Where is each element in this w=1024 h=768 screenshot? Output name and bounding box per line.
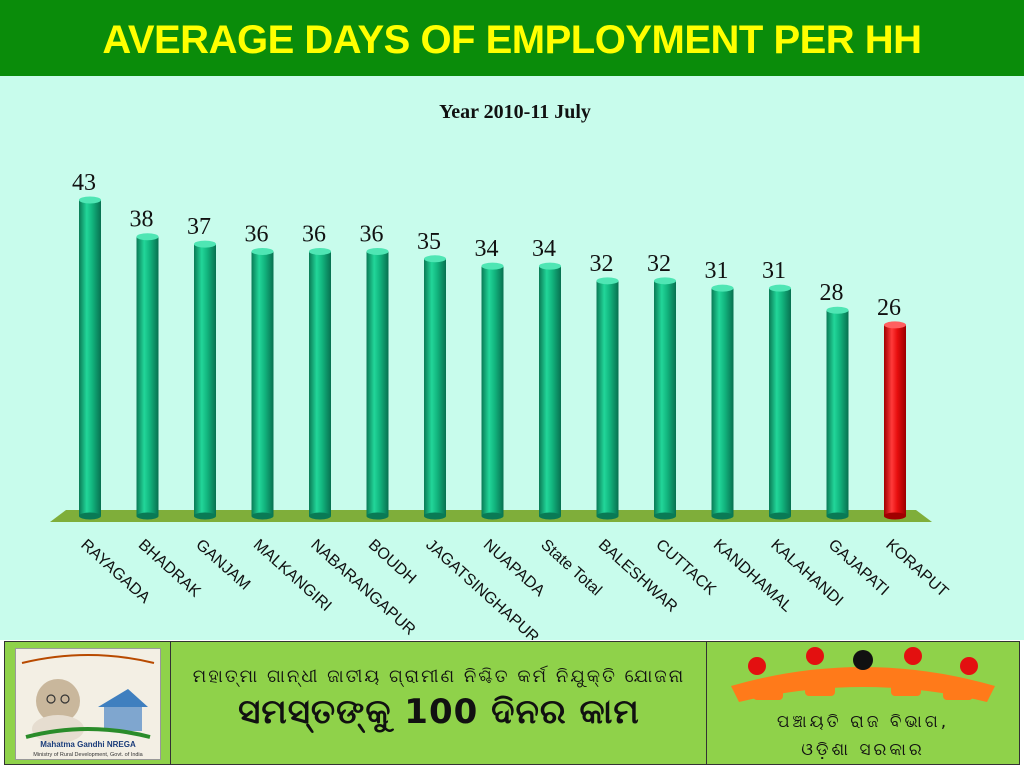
bar-base: [481, 512, 504, 520]
government-name: ଓଡ଼ିଶା ସରକାର: [801, 740, 925, 760]
bar-cap: [309, 247, 331, 255]
bar-nabarangapur: [309, 247, 331, 520]
bar-kalahandi: [769, 284, 791, 520]
bar-koraput: [884, 321, 906, 520]
bar-cap: [769, 284, 791, 292]
bar-cap: [884, 321, 906, 329]
data-label: 35: [417, 229, 441, 255]
bar-cap: [481, 262, 504, 270]
bar-cap: [251, 247, 274, 255]
footer-logo-panel: Mahatma Gandhi NREGA Ministry of Rural D…: [5, 642, 171, 764]
bar-base: [826, 512, 849, 520]
bar-cap: [539, 262, 561, 270]
bar-base: [309, 512, 331, 520]
bar-base: [769, 512, 791, 520]
data-label: 43: [72, 170, 96, 196]
bar-cap: [79, 196, 101, 204]
bar-base: [884, 512, 906, 520]
bar-body: [194, 244, 216, 516]
bar-body: [711, 288, 734, 516]
bar-cap: [826, 306, 849, 314]
data-label: 28: [820, 280, 844, 306]
title-bar: [0, 0, 1024, 76]
scheme-headline: ସମସ୍ତଙ୍କୁ 100 ଦିନର କାମ: [238, 692, 640, 732]
bar-body: [596, 280, 619, 516]
bar-body: [251, 251, 274, 516]
x-tick-label: NABARANGAPUR: [307, 536, 418, 638]
bar-body: [366, 251, 389, 516]
bar-body: [826, 310, 849, 516]
bar-ganjam: [194, 240, 216, 520]
bar-base: [539, 512, 561, 520]
bar-state-total: [539, 262, 561, 520]
page-title: AVERAGE DAYS OF EMPLOYMENT PER HH: [102, 18, 922, 62]
bar-cuttack: [654, 277, 676, 520]
bar-nuapada: [481, 262, 504, 520]
bar-body: [136, 236, 159, 516]
bar-body: [481, 266, 504, 516]
data-label: 38: [130, 207, 154, 233]
svg-text:Mahatma Gandhi NREGA: Mahatma Gandhi NREGA: [40, 740, 136, 749]
department-name: ପଞ୍ଚାୟତି ରାଜ ବିଭାଗ,: [776, 712, 950, 732]
bar-cap: [366, 247, 389, 255]
footer-banner: Mahatma Gandhi NREGA Ministry of Rural D…: [4, 641, 1020, 765]
bar-base: [596, 512, 619, 520]
data-label: 36: [360, 221, 384, 247]
bar-base: [424, 512, 446, 520]
bar-baleshwar: [596, 277, 619, 520]
bar-body: [309, 251, 331, 516]
bar-jagatsinghapur: [424, 255, 446, 520]
mgnrega-logo: Mahatma Gandhi NREGA Ministry of Rural D…: [15, 648, 161, 760]
bar-base: [711, 512, 734, 520]
bar-body: [769, 288, 791, 516]
data-label: 36: [245, 221, 269, 247]
data-label: 26: [877, 295, 901, 321]
data-label: 36: [302, 221, 326, 247]
bar-base: [194, 512, 216, 520]
data-label: 32: [647, 251, 671, 277]
bar-gajapati: [826, 306, 849, 520]
bar-bhadrak: [136, 233, 159, 520]
bar-malkangiri: [251, 247, 274, 520]
data-label: 37: [187, 214, 211, 240]
bar-base: [136, 512, 159, 520]
x-tick-label: BOUDH: [365, 536, 419, 587]
bar-kandhamal: [711, 284, 734, 520]
bar-boudh: [366, 247, 389, 520]
scheme-tagline: ମହାତ୍ମା ଗାନ୍ଧୀ ଜାତୀୟ ଗ୍ରାମୀଣ ନିଶ୍ଚିତ କର୍…: [192, 666, 686, 687]
bar-body: [424, 258, 446, 516]
bar-cap: [596, 277, 619, 285]
bar-body: [79, 200, 101, 516]
bar-cap: [424, 255, 446, 263]
x-tick-label: State Total: [537, 536, 604, 599]
bar-cap: [654, 277, 676, 285]
bar-cap: [136, 233, 159, 241]
bar-body: [884, 324, 906, 516]
x-tick-label: KORAPUT: [882, 536, 951, 601]
bar-cap: [194, 240, 216, 248]
bar-cap: [711, 284, 734, 292]
data-label: 34: [475, 236, 499, 262]
data-label: 31: [762, 258, 786, 284]
data-label: 34: [532, 236, 556, 262]
footer-scheme-panel: ମହାତ୍ମା ଗାନ୍ଧୀ ଜାତୀୟ ଗ୍ରାମୀଣ ନିଶ୍ଚିତ କର୍…: [171, 642, 707, 764]
svg-text:Ministry of Rural Development,: Ministry of Rural Development, Govt. of …: [33, 752, 143, 758]
bar-base: [79, 512, 101, 520]
bar-base: [251, 512, 274, 520]
bar-rayagada: [79, 196, 101, 520]
panchayati-raj-logo: [731, 647, 995, 702]
footer-department-panel: ପଞ୍ଚାୟତି ରାଜ ବିଭାଗ, ଓଡ଼ିଶା ସରକାର: [707, 642, 1019, 764]
bar-body: [654, 280, 676, 516]
bar-base: [654, 512, 676, 520]
bar-body: [539, 266, 561, 516]
data-label: 32: [590, 251, 614, 277]
data-label: 31: [705, 258, 729, 284]
chart-title: Year 2010-11 July: [439, 101, 591, 123]
bar-chart: Year 2010-11 July 43 38 37 36 36 36 35 34 34 32 32…: [50, 101, 951, 640]
chart-area: Year 2010-11 July 43 38 37 36 36 36 35 34 34 32 32…: [0, 76, 1024, 640]
bar-base: [366, 512, 389, 520]
